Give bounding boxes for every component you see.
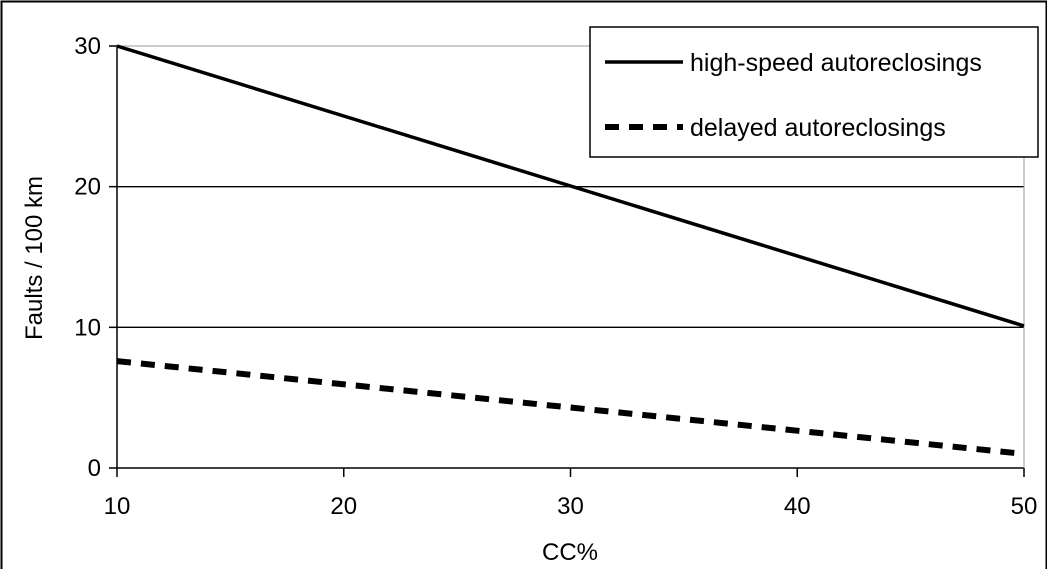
legend-label: delayed autoreclosings (690, 114, 946, 142)
y-tick-label: 20 (74, 174, 101, 201)
y-axis-title: Faults / 100 km (21, 176, 48, 340)
y-tick-label: 10 (74, 314, 101, 341)
y-tick-label: 0 (88, 455, 101, 482)
series-lines (116, 44, 1025, 457)
x-tick-label: 50 (1011, 493, 1038, 520)
legend: high-speed autoreclosings delayed autorec… (589, 26, 1039, 158)
legend-box (589, 26, 1039, 158)
legend-label: high-speed autoreclosings (690, 49, 982, 77)
y-tick-label: 30 (74, 33, 101, 60)
x-axis-title: CC% (542, 539, 598, 566)
x-tick-label: 20 (330, 493, 357, 520)
x-tick-label: 30 (557, 493, 584, 520)
series-line-delayed (116, 358, 1025, 457)
x-tick-label: 10 (104, 493, 131, 520)
series-line-high-speed (116, 44, 1025, 328)
x-tick-label: 40 (784, 493, 811, 520)
